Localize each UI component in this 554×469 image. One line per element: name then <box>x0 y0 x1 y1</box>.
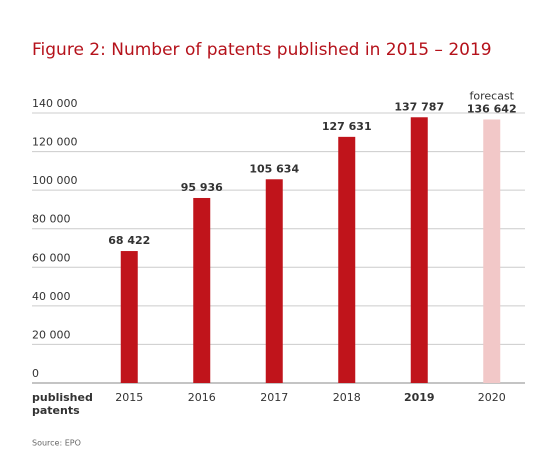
y-tick-label: 140 000 <box>32 97 78 110</box>
y-tick-label: 60 000 <box>32 251 71 264</box>
source: Source: EPO <box>32 439 81 448</box>
x-tick-label: 2015 <box>115 391 143 404</box>
bar <box>483 119 501 384</box>
x-tick-label: 2020 <box>478 391 506 404</box>
x-axis-label: patents <box>32 404 80 417</box>
x-tick-label: 2018 <box>333 391 361 404</box>
value-label: 105 634 <box>249 162 299 175</box>
bar <box>193 197 211 383</box>
y-tick-label: 0 <box>32 367 39 380</box>
value-label: 127 631 <box>322 120 372 133</box>
bar <box>120 251 138 383</box>
x-axis-label: published <box>32 391 93 404</box>
y-tick-label: 20 000 <box>32 328 71 341</box>
bar <box>265 179 283 383</box>
y-tick-label: 120 000 <box>32 136 78 149</box>
value-label: 68 422 <box>108 234 150 247</box>
x-tick-label: 2016 <box>188 391 216 404</box>
value-label: 137 787 <box>394 100 444 113</box>
x-tick-label: 2019 <box>404 391 435 404</box>
annotation: forecast <box>470 89 515 102</box>
y-tick-label: 80 000 <box>32 213 71 226</box>
value-label: 95 936 <box>181 181 223 194</box>
chart-title: Figure 2: Number of patents published in… <box>32 40 492 60</box>
value-label: 136 642 <box>467 102 517 115</box>
y-tick-label: 40 000 <box>32 290 71 303</box>
x-tick-label: 2017 <box>260 391 288 404</box>
bar <box>410 117 428 383</box>
y-tick-label: 100 000 <box>32 174 78 187</box>
bar <box>338 136 356 383</box>
